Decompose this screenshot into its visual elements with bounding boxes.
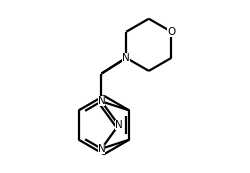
- Text: N: N: [98, 96, 105, 106]
- Text: N: N: [115, 120, 122, 130]
- Text: O: O: [167, 27, 175, 37]
- Text: N: N: [98, 144, 105, 154]
- Text: N: N: [122, 53, 130, 63]
